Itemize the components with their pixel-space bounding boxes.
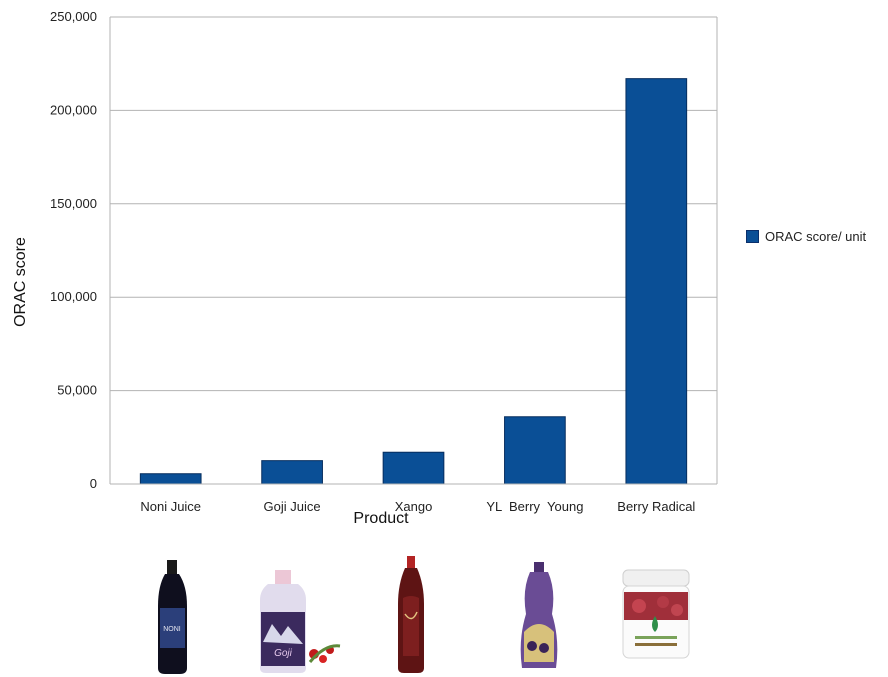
product-image-berry-young [480,528,590,677]
legend-swatch [746,230,759,243]
y-tick-label: 100,000 [50,289,97,304]
noni-label-text: NONI [163,626,181,633]
x-axis-title: Product [353,510,409,527]
x-tick-label: Noni Juice [140,499,201,514]
product-images: NONI Goji [0,528,888,677]
berry-young-pouch-icon [520,562,558,668]
orac-bar-chart: 0 50,000 100,000 150,000 200,000 250,000 Noni… [12,9,718,527]
y-tick-label: 200,000 [50,102,97,117]
y-tick-label: 50,000 [57,383,97,398]
goji-juice-bottle-icon: Goji [260,570,341,673]
bar-berry-radical [625,78,688,485]
y-axis-title: ORAC score [12,237,29,327]
product-image-noni: NONI [125,528,235,677]
xango-bottle-icon [398,556,424,673]
x-tick-label: Xango [395,499,433,514]
x-tick-label: Berry Radical [617,499,695,514]
bars [139,78,688,485]
x-tick-labels: Noni Juice Goji Juice Xango YL Berry Young B… [140,499,695,514]
bar-goji-juice [261,460,323,485]
bar-xango [382,451,445,485]
legend: ORAC score/ unit [746,229,866,244]
x-tick-label: Goji Juice [264,499,321,514]
noni-juice-bottle-icon: NONI [158,560,187,674]
y-tick-label: 0 [90,476,97,491]
product-image-berry-radical [605,528,715,677]
y-tick-label: 250,000 [50,9,97,24]
y-tick-labels: 0 50,000 100,000 150,000 200,000 250,000 [50,9,97,491]
y-tick-label: 150,000 [50,196,97,211]
product-image-xango [355,528,465,677]
legend-label: ORAC score/ unit [765,229,867,244]
bar-yl-berry-young [504,416,566,485]
goji-label-text: Goji [274,648,293,659]
x-tick-label: YL Berry Young [486,499,583,514]
product-image-goji: Goji [230,528,360,677]
bar-noni-juice [139,473,202,485]
axes [109,17,718,485]
berry-radical-jar-icon [622,569,690,659]
